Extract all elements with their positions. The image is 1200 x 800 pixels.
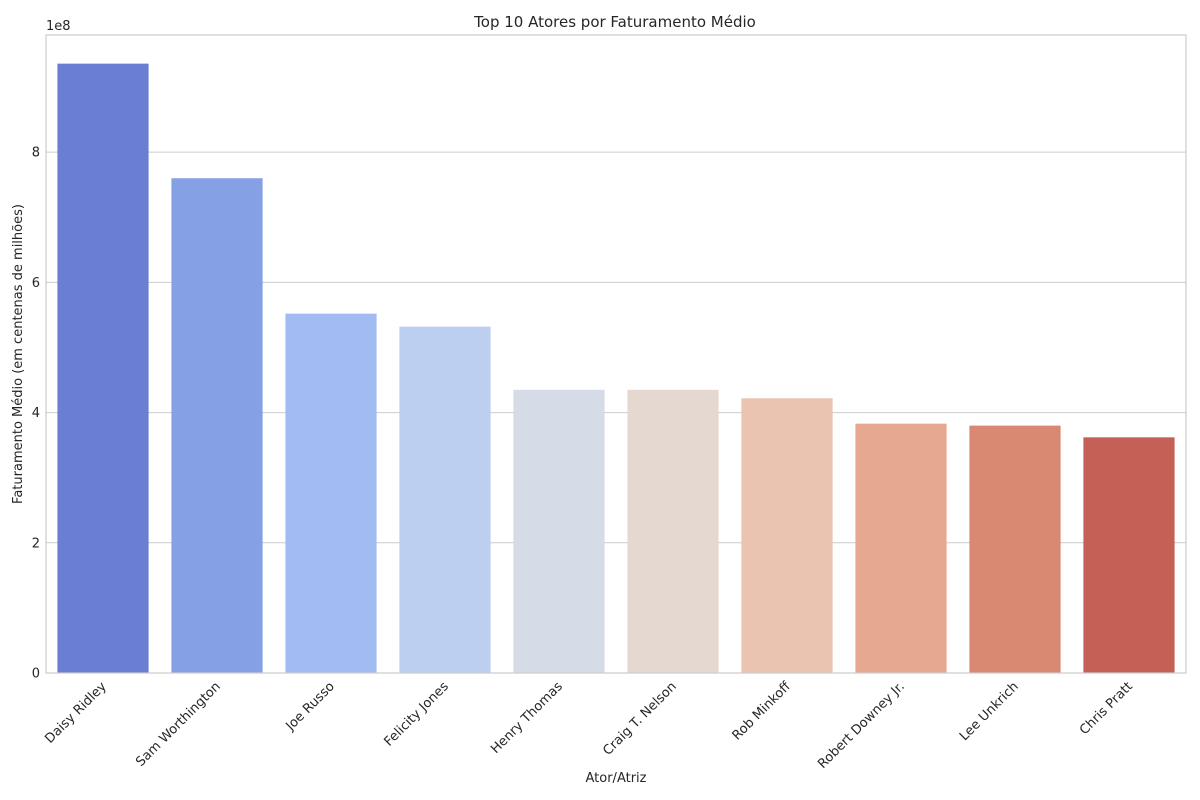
x-tick-label: Daisy Ridley [42, 679, 110, 747]
plot-frame [45, 34, 1187, 674]
bar [969, 425, 1061, 673]
bar [399, 326, 491, 673]
x-axis-label: Ator/Atriz [586, 771, 647, 786]
x-tick-labels: Daisy Ridley Sam Worthington Joe Russo Feli… [42, 678, 1135, 771]
bar [57, 63, 149, 673]
y-tick-label: 2 [32, 536, 40, 551]
y-tick-labels: 0 2 4 6 8 [32, 146, 40, 682]
x-tick-label: Craig T. Nelson [600, 679, 679, 758]
bar [285, 313, 377, 673]
bar [741, 398, 833, 673]
y-tick-label: 8 [32, 146, 40, 161]
bar [1083, 437, 1175, 673]
y-axis-label: Faturamento Médio (em centenas de milhõe… [11, 204, 26, 504]
bars [57, 63, 1175, 673]
y-tick-label: 6 [32, 276, 40, 291]
x-tick-label: Henry Thomas [488, 679, 566, 757]
x-tick-label: Lee Unkrich [957, 679, 1022, 744]
x-tick-label: Joe Russo [283, 679, 338, 734]
bar [855, 423, 947, 673]
x-tick-label: Robert Downey Jr. [815, 679, 908, 772]
bar [513, 389, 605, 673]
bar [171, 178, 263, 673]
x-tick-label: Chris Pratt [1077, 679, 1136, 738]
x-tick-label: Sam Worthington [133, 679, 224, 770]
bar [627, 389, 719, 673]
y-tick-label: 0 [32, 667, 40, 682]
chart-title: Top 10 Atores por Faturamento Médio [473, 13, 756, 31]
y-offset-label: 1e8 [46, 19, 71, 34]
y-tick-label: 4 [32, 406, 40, 421]
x-tick-label: Rob Minkoff [730, 678, 795, 743]
x-tick-label: Felicity Jones [381, 679, 451, 749]
